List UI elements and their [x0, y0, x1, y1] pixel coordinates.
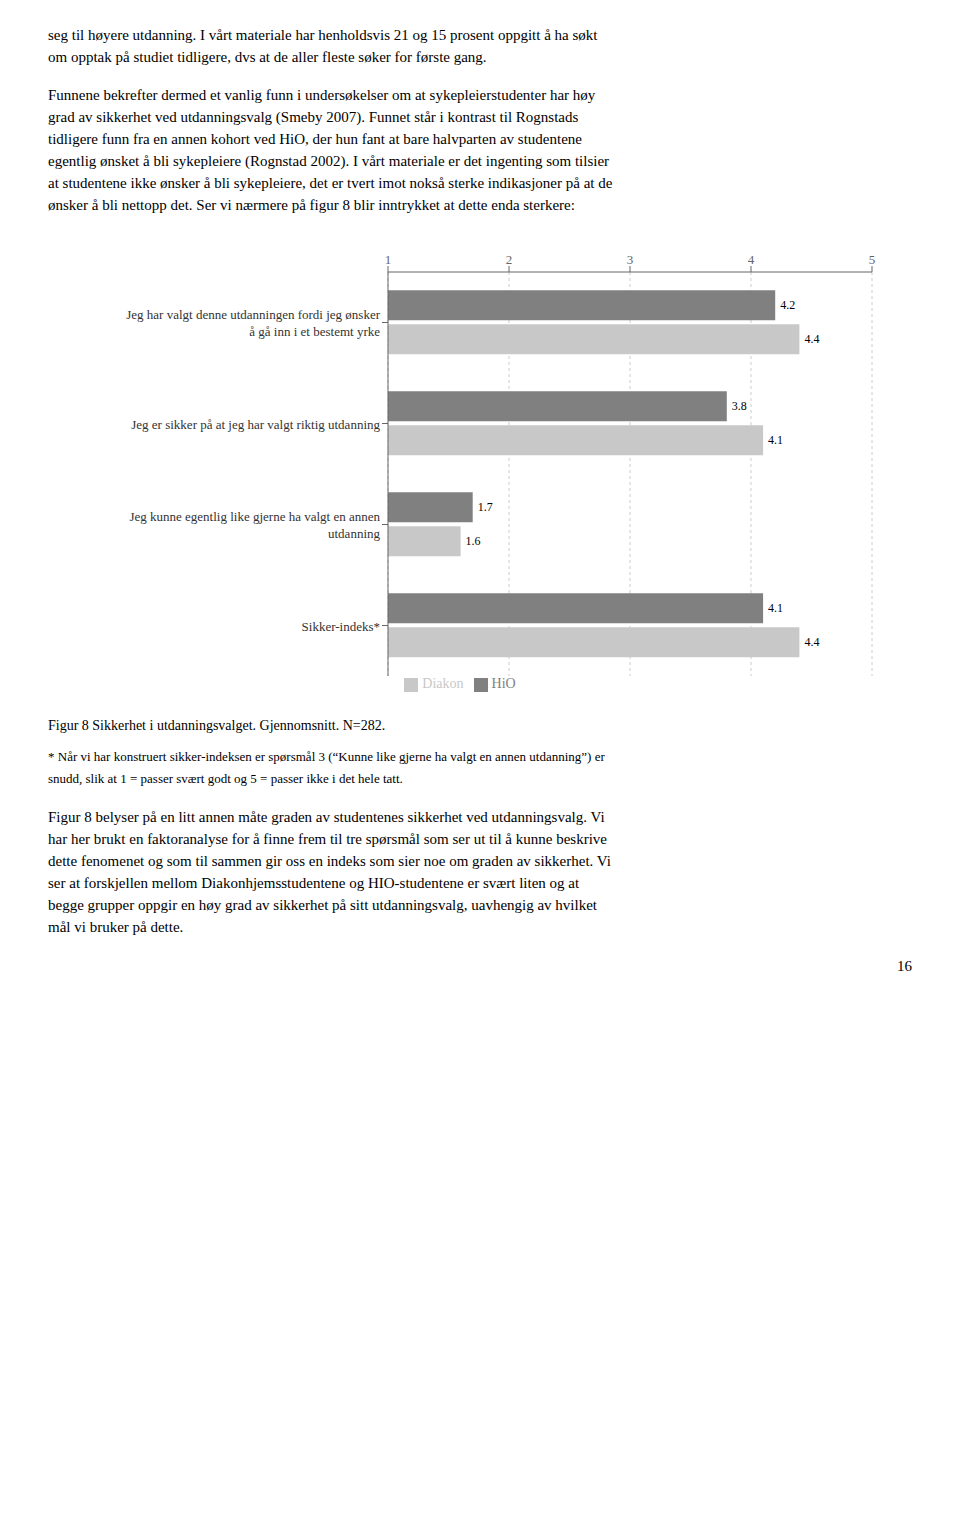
- html-text:egentlig ønsket å bli sykeplei: egentlig ønsket å bli sykepleiere (Rogns…: [48, 153, 610, 169]
- html-text:seg til høyere utdanning. I vå: seg til høyere utdanning. I vårt materia…: [48, 27, 598, 43]
- svg-text:4.1: 4.1: [768, 601, 783, 615]
- html-text:Figur 8 Sikkerhet i utdannings: Figur 8 Sikkerhet i utdanningsvalget. Gj…: [48, 718, 386, 733]
- html-text:om opptak på studiet tidligere: om opptak på studiet tidligere, dvs at d…: [48, 49, 487, 65]
- html-text:har her brukt en faktoranalyse: har her brukt en faktoranalyse for å fin…: [48, 831, 607, 847]
- svg-text:4: 4: [748, 252, 755, 267]
- svg-text:Jeg kunne egentlig like gjerne: Jeg kunne egentlig like gjerne ha valgt …: [129, 509, 380, 541]
- html-text:grad av sikkerhet ved utdannin: grad av sikkerhet ved utdanningsvalg (Sm…: [48, 109, 579, 125]
- svg-text:1: 1: [385, 252, 392, 267]
- html-text:snudd, slik at 1 = passer svær: snudd, slik at 1 = passer svært godt og …: [48, 771, 403, 786]
- svg-text:3.8: 3.8: [732, 399, 747, 413]
- html-text:Diakon: Diakon: [422, 676, 464, 691]
- html-text:* Når vi har konstruert sikker: * Når vi har konstruert sikker-indeksen …: [48, 749, 605, 764]
- html-text:HiO: HiO: [491, 676, 516, 691]
- svg-text:4.2: 4.2: [780, 298, 795, 312]
- svg-text:5: 5: [869, 252, 876, 267]
- svg-text:4.4: 4.4: [804, 332, 819, 346]
- html-text:Funnene bekrefter dermed et va: Funnene bekrefter dermed et vanlig funn …: [48, 87, 596, 103]
- svg-text:Sikker-indeks*: Sikker-indeks*: [302, 618, 380, 633]
- svg-text:1.7: 1.7: [478, 500, 493, 514]
- html-text:Figur 8 belyser på en litt ann: Figur 8 belyser på en litt annen måte gr…: [48, 809, 605, 825]
- html-text:ønsker å bli nettopp det. Ser: ønsker å bli nettopp det. Ser vi nærmere…: [48, 197, 575, 213]
- html-text:mål vi bruker på dette.: mål vi bruker på dette.: [48, 919, 184, 935]
- html-text:ser at forskjellen mellom Diak: ser at forskjellen mellom Diakonhjemsstu…: [48, 875, 580, 891]
- svg-text:2: 2: [506, 252, 513, 267]
- svg-text:4.4: 4.4: [804, 635, 819, 649]
- svg-text:3: 3: [627, 252, 634, 267]
- svg-text:4.1: 4.1: [768, 433, 783, 447]
- html-text:16: 16: [897, 958, 912, 974]
- svg-text:1.6: 1.6: [466, 534, 481, 548]
- html-text:dette fenomenet og som til sam: dette fenomenet og som til sammen gir os…: [48, 853, 611, 869]
- svg-text:Jeg er sikker på at jeg har va: Jeg er sikker på at jeg har valgt riktig…: [131, 416, 380, 431]
- svg-text:Jeg har valgt denne utdanninge: Jeg har valgt denne utdanningen fordi je…: [126, 307, 380, 339]
- html-text:tidligere funn fra en annen ko: tidligere funn fra en annen kohort ved H…: [48, 131, 582, 147]
- html-text:begge grupper oppgir en høy gr: begge grupper oppgir en høy grad av sikk…: [48, 897, 597, 913]
- html-text:at studentene ikke ønsker å bl: at studentene ikke ønsker å bli sykeplei…: [48, 175, 613, 191]
